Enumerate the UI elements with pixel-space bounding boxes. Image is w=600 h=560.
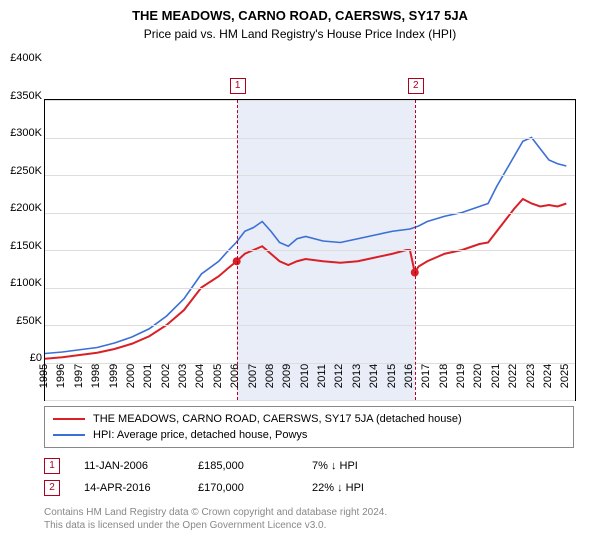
y-tick-label: £200K [10,202,42,214]
sale-row-2: 2 14-APR-2016 £170,000 22% ↓ HPI [44,480,574,496]
y-tick-label: £100K [10,277,42,289]
y-tick-label: £400K [10,52,42,64]
sale-marker-2: 2 [44,480,60,496]
sale-date-1: 11-JAN-2006 [84,460,174,472]
y-tick-label: £300K [10,127,42,139]
chart-container: THE MEADOWS, CARNO ROAD, CAERSWS, SY17 5… [0,0,600,560]
chart-subtitle: Price paid vs. HM Land Registry's House … [0,27,600,41]
y-tick-label: £150K [10,240,42,252]
sale-diff-2: 22% ↓ HPI [312,482,364,494]
y-tick-label: £50K [16,315,42,327]
sale-marker-box: 1 [230,78,246,94]
chart-title: THE MEADOWS, CARNO ROAD, CAERSWS, SY17 5… [0,0,600,23]
sale-row-1: 1 11-JAN-2006 £185,000 7% ↓ HPI [44,458,574,474]
footer: Contains HM Land Registry data © Crown c… [44,506,574,532]
sale-price-2: £170,000 [198,482,288,494]
legend-swatch-hpi [53,434,85,436]
y-tick-label: £0 [30,352,42,364]
plot-area: 12 [44,99,576,401]
series-line [45,199,566,359]
legend-box: THE MEADOWS, CARNO ROAD, CAERSWS, SY17 5… [44,406,574,448]
footer-line-1: Contains HM Land Registry data © Crown c… [44,506,574,519]
sale-marker-line [237,100,238,400]
legend-row-property: THE MEADOWS, CARNO ROAD, CAERSWS, SY17 5… [53,411,565,427]
sale-diff-1: 7% ↓ HPI [312,460,358,472]
legend-row-hpi: HPI: Average price, detached house, Powy… [53,427,565,443]
sale-date-2: 14-APR-2016 [84,482,174,494]
legend-label-property: THE MEADOWS, CARNO ROAD, CAERSWS, SY17 5… [93,413,462,425]
y-axis: £0£50K£100K£150K£200K£250K£300K£350K£400… [0,58,44,358]
footer-line-2: This data is licensed under the Open Gov… [44,519,574,532]
legend-label-hpi: HPI: Average price, detached house, Powy… [93,429,307,441]
below-chart: THE MEADOWS, CARNO ROAD, CAERSWS, SY17 5… [44,358,574,532]
series-line [45,138,566,354]
legend-swatch-property [53,418,85,420]
y-tick-label: £350K [10,90,42,102]
sale-price-1: £185,000 [198,460,288,472]
sale-marker-line [415,100,416,400]
y-tick-label: £250K [10,165,42,177]
sale-marker-box: 2 [408,78,424,94]
sale-marker-1: 1 [44,458,60,474]
